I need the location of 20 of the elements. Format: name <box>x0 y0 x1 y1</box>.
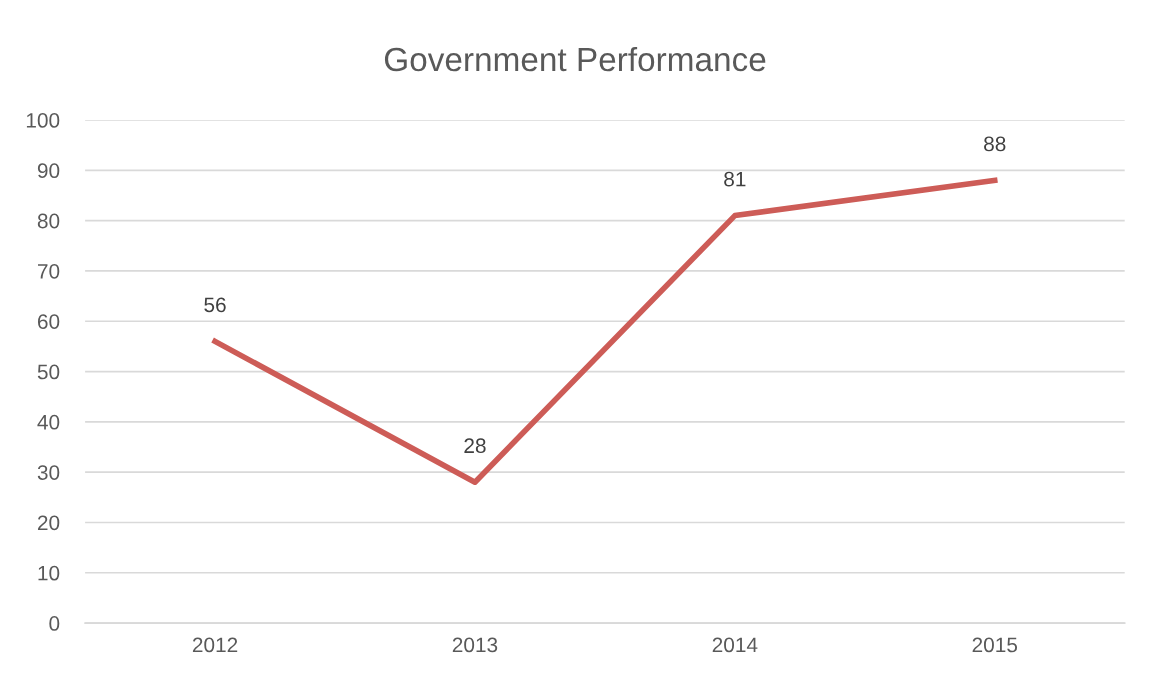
chart-title: Government Performance <box>384 46 766 72</box>
x-tick-label: 2015 <box>972 637 1018 653</box>
data-label: 28 <box>464 438 486 454</box>
y-tick-label: 80 <box>37 213 60 229</box>
y-tick-label: 70 <box>38 263 60 279</box>
y-tick-label: 90 <box>37 163 60 179</box>
y-tick-label: 10 <box>38 565 60 581</box>
y-tick-label: 20 <box>37 515 60 531</box>
data-label: 81 <box>724 171 746 187</box>
y-tick-label: 100 <box>26 113 60 128</box>
x-tick-label: 2012 <box>192 637 238 653</box>
y-tick-label: 30 <box>37 465 60 480</box>
x-tick-label: 2013 <box>452 637 498 653</box>
data-label: 56 <box>204 297 226 313</box>
x-tick-label: 2014 <box>712 637 758 653</box>
y-tick-label: 40 <box>37 414 60 430</box>
data-label: 88 <box>984 136 1006 152</box>
y-tick-label: 60 <box>37 314 60 329</box>
y-tick-label: 50 <box>37 364 60 380</box>
y-tick-label: 0 <box>49 616 60 631</box>
